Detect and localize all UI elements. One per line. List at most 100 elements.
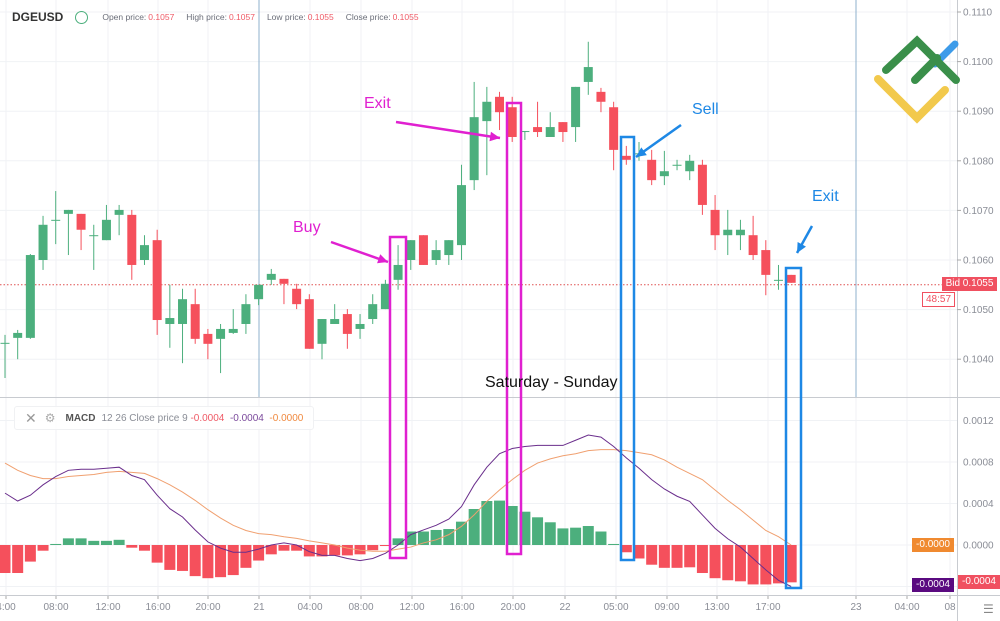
open-value: 0.1057 <box>148 12 175 22</box>
candle-body <box>355 323 365 329</box>
macd-legend: ✕ ⚙ MACD 12 26 Close price 9 -0.0004 -0.… <box>14 406 315 430</box>
candle-body <box>304 299 314 349</box>
price-tick-label: 0.1090 <box>963 107 994 118</box>
candle-body <box>292 288 302 305</box>
sell-box <box>619 135 636 562</box>
candle-body <box>482 101 492 122</box>
candle-body <box>342 314 352 334</box>
macd-histogram-bar <box>367 545 379 551</box>
macd-histogram-bar <box>0 545 11 574</box>
time-tick-label: 4:00 <box>0 602 16 613</box>
time-tick-label: 12:00 <box>95 602 120 613</box>
price-tick-label: 0.1110 <box>963 8 993 19</box>
macd-pane <box>0 434 797 587</box>
price-tick-label: 0.1040 <box>963 355 994 366</box>
high-value: 0.1057 <box>228 12 255 22</box>
candle-body <box>697 164 707 205</box>
macd-histogram-bar <box>722 545 734 581</box>
candle-body <box>279 278 289 284</box>
exit-box-1 <box>505 101 523 556</box>
candle-body <box>254 284 264 300</box>
candle-body <box>621 155 631 160</box>
macd-tick-label: 0.0008 <box>963 458 994 469</box>
candle-body <box>101 219 111 241</box>
exit-arrow-2-head <box>797 242 806 253</box>
candle-body <box>139 245 149 260</box>
macd-histogram-bar <box>570 527 582 545</box>
candle-body <box>266 273 276 280</box>
candle-body <box>507 107 517 137</box>
settings-sliders-icon[interactable]: ☰ <box>983 602 994 616</box>
macd-histogram-bar <box>709 545 721 579</box>
candle-body <box>761 250 771 275</box>
macd-histogram-bar <box>316 545 328 557</box>
price-tick-label: 0.1100 <box>963 57 993 68</box>
time-tick-label: 04:00 <box>297 602 322 613</box>
candle-body <box>735 229 745 236</box>
candle-body <box>63 209 73 214</box>
macd-histogram-bar <box>455 521 467 545</box>
macd-histogram-bar <box>519 511 531 545</box>
macd-histogram-bar <box>88 540 100 545</box>
macd-histogram-bar <box>278 545 290 551</box>
gear-icon[interactable]: ⚙ <box>44 411 56 425</box>
candle-body <box>178 299 188 324</box>
macd-histogram-bar <box>671 545 683 568</box>
macd-histogram-bar <box>37 545 49 551</box>
candle-body <box>444 240 454 256</box>
bid-price-tag: Bid 0.1055 <box>942 277 997 291</box>
sell-label: Sell <box>692 101 719 118</box>
candle-body <box>786 274 796 283</box>
macd-histogram-bar <box>620 545 632 553</box>
macd-histogram-bar <box>138 545 150 551</box>
time-tick-label: 22 <box>559 602 571 613</box>
candle-body <box>672 164 682 166</box>
macd-histogram-bar <box>785 545 797 583</box>
low-label: Low price: <box>266 12 306 22</box>
time-tick-label: 16:00 <box>145 602 170 613</box>
candle-body <box>127 214 137 265</box>
macd-tick-label: 0.0004 <box>963 499 994 510</box>
macd-histogram-bar <box>405 531 417 545</box>
candle-body <box>710 209 720 236</box>
sell-arrow-head <box>636 147 647 157</box>
exit-arrow-1 <box>395 120 501 140</box>
time-tick-label: 16:00 <box>449 602 474 613</box>
candle-body <box>114 209 124 215</box>
candle-body <box>583 67 593 82</box>
time-tick-label: 20:00 <box>500 602 525 613</box>
high-label: High price: <box>186 12 227 22</box>
time-tick-label: 12:00 <box>399 602 424 613</box>
price-tick-label: 0.1050 <box>963 305 994 316</box>
macd-histogram-bar <box>532 517 544 545</box>
macd-tick-label: 0.0012 <box>963 416 994 427</box>
candle-body <box>165 318 175 324</box>
symbol-name[interactable]: DGEUSD <box>12 10 64 24</box>
macd-histogram-bar <box>265 545 277 555</box>
buy-arrow <box>330 240 389 264</box>
weekend-label: Saturday - Sunday <box>485 374 618 391</box>
buy-label: Buy <box>293 219 321 236</box>
candle-body <box>495 96 505 113</box>
macd-histogram-bar <box>557 528 569 545</box>
candle-body <box>380 283 390 310</box>
open-label: Open price: <box>102 12 147 22</box>
macd-histogram-bar <box>544 522 556 545</box>
candle-body <box>609 107 619 150</box>
candle-body <box>520 131 530 133</box>
macd-histogram-bar <box>481 501 493 545</box>
macd-histogram-bar <box>430 529 442 545</box>
macd-histogram-bar <box>506 505 518 545</box>
clock-icon[interactable] <box>75 10 89 24</box>
close-icon[interactable]: ✕ <box>25 409 37 426</box>
candle-body <box>228 328 238 333</box>
candle-body <box>330 319 340 324</box>
candle-body <box>685 160 695 172</box>
candle-body <box>393 264 403 280</box>
exit-box-2 <box>784 266 803 590</box>
time-tick-label: 21 <box>253 602 265 613</box>
candle-body <box>545 127 555 137</box>
macd-histogram-bar <box>151 545 163 563</box>
macd-histogram-bar <box>684 545 696 568</box>
